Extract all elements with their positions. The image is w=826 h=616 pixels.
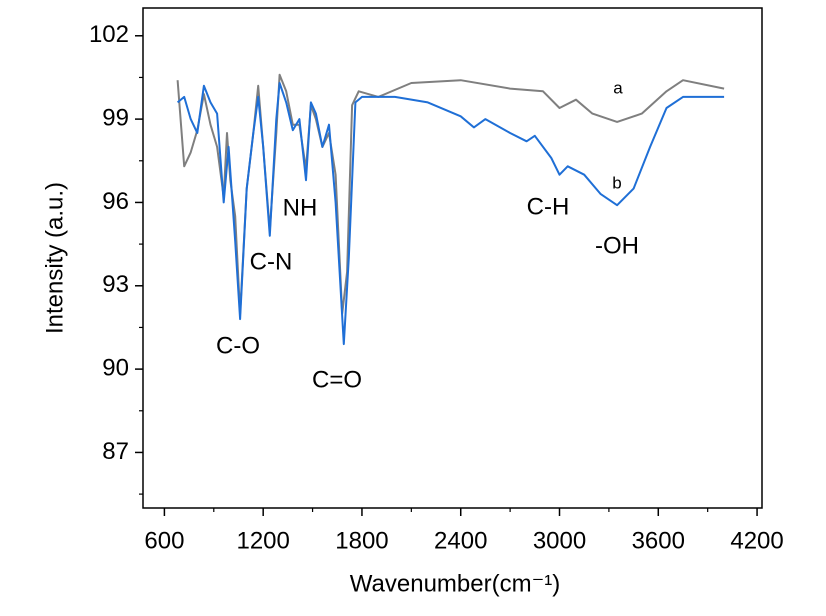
series-label: a <box>613 78 623 97</box>
x-tick-label: 600 <box>144 527 184 554</box>
x-axis-label: Wavenumber(cm⁻¹) <box>350 570 560 597</box>
peak-annotation: C-H <box>527 193 570 220</box>
plot-frame <box>142 7 763 509</box>
y-tick-label: 96 <box>102 188 129 215</box>
peak-annotation: -OH <box>595 232 639 259</box>
y-tick-label: 87 <box>102 438 129 465</box>
y-axis-label: Intensity (a.u.) <box>41 182 68 334</box>
x-tick-label: 4200 <box>730 527 783 554</box>
x-tick-label: 1200 <box>236 527 289 554</box>
y-tick-label: 102 <box>89 21 129 48</box>
y-tick-label: 99 <box>102 104 129 131</box>
peak-annotation: C-O <box>216 332 260 359</box>
x-tick-label: 2400 <box>434 527 487 554</box>
peak-annotation: C-N <box>250 248 293 275</box>
series-line <box>176 82 725 346</box>
x-tick-label: 3000 <box>533 527 586 554</box>
peak-annotation: C=O <box>312 366 362 393</box>
x-tick-label: 1800 <box>335 527 388 554</box>
series-label: b <box>612 173 621 192</box>
y-tick-label: 93 <box>102 271 129 298</box>
y-tick-label: 90 <box>102 354 129 381</box>
peak-annotation: NH <box>283 194 318 221</box>
x-tick-label: 3600 <box>632 527 685 554</box>
